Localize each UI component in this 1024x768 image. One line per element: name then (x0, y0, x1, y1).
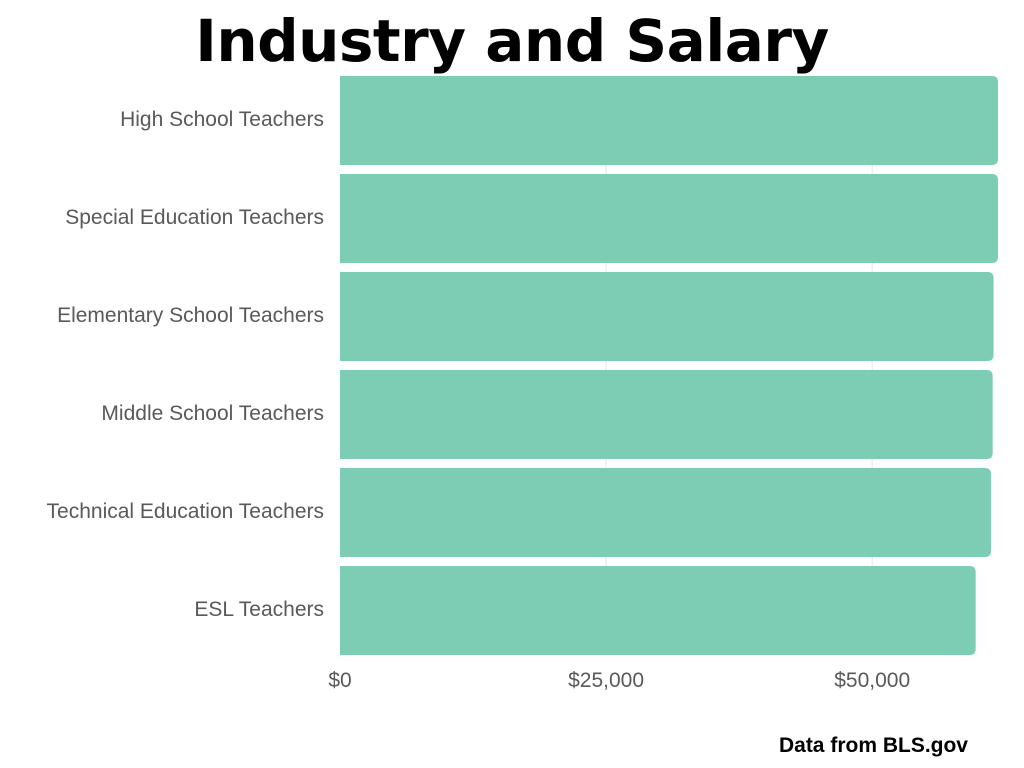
category-label: Middle School Teachers (101, 402, 324, 425)
category-label: Elementary School Teachers (57, 304, 324, 327)
bar (340, 370, 993, 459)
bar (340, 76, 998, 165)
gridlines (605, 76, 873, 655)
category-label: Technical Education Teachers (47, 500, 324, 523)
category-label: Special Education Teachers (65, 206, 324, 229)
bars (340, 76, 998, 655)
x-tick-label: $25,000 (568, 669, 644, 692)
x-tick-label: $50,000 (834, 669, 910, 692)
chart-title: Industry and Salary (195, 7, 829, 75)
bar (340, 468, 991, 557)
x-tick-label: $0 (328, 669, 351, 692)
bar (340, 174, 998, 263)
category-label: ESL Teachers (194, 598, 324, 621)
bar (340, 566, 976, 655)
bar (340, 272, 994, 361)
category-labels: High School Teachers Special Education Te… (47, 108, 324, 621)
source-note: Data from BLS.gov (778, 734, 968, 757)
x-tick-labels: $0 $25,000 $50,000 (328, 669, 910, 692)
category-label: High School Teachers (120, 108, 324, 131)
